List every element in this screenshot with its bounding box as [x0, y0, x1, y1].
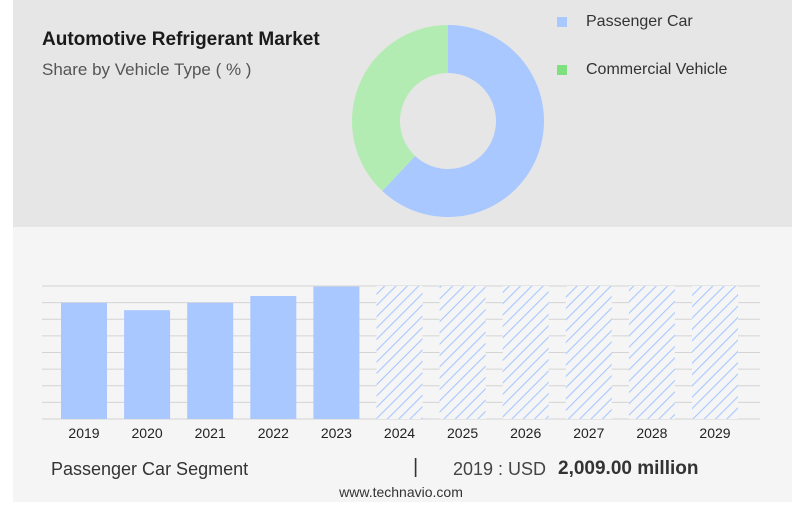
x-tick-label: 2025: [447, 425, 478, 441]
legend-swatch-passenger-car: [557, 17, 567, 27]
x-tick-label: 2020: [132, 425, 163, 441]
forecast-bar-2026: [502, 286, 549, 419]
forecast-bar-2024: [376, 286, 423, 419]
bar-chart: 2019 2020 2021 2022 2023 2024 2025 2026 2027 2028…: [42, 285, 760, 441]
forecast-bar-2029: [692, 286, 738, 419]
x-tick-label: 2026: [510, 425, 541, 441]
x-tick-label: 2028: [636, 425, 667, 441]
x-tick-label: 2019: [68, 425, 99, 441]
legend-item-passenger-car: Passenger Car: [557, 13, 693, 31]
donut-chart: [352, 25, 544, 218]
segment-label: Passenger Car Segment: [51, 459, 249, 479]
footer-value: 2,009.00 million: [558, 458, 699, 479]
donut-slice-passenger-car: [382, 25, 544, 218]
donut-slice-commercial-vehicle: [352, 25, 448, 191]
legend-item-commercial-vehicle: Commercial Vehicle: [557, 61, 727, 79]
forecast-bar-2028: [628, 286, 675, 419]
footer-separator: |: [413, 456, 419, 478]
x-tick-label: 2022: [258, 425, 289, 441]
bar-2023: [313, 286, 360, 419]
legend-label-passenger-car: Passenger Car: [586, 13, 693, 30]
source-link[interactable]: www.technavio.com: [339, 484, 463, 500]
forecast-bar-2027: [565, 286, 612, 419]
x-tick-label: 2024: [384, 425, 415, 441]
legend-swatch-commercial-vehicle: [557, 65, 567, 75]
segment-panel: 2019 2020 2021 2022 2023 2024 2025 2026 2027 2028…: [13, 227, 792, 502]
x-tick-label: 2027: [573, 425, 604, 441]
chart-title: Automotive Refrigerant Market: [42, 29, 320, 50]
x-tick-label: 2029: [699, 425, 730, 441]
x-tick-label: 2021: [195, 425, 226, 441]
legend-label-commercial-vehicle: Commercial Vehicle: [586, 61, 728, 78]
bar-2020: [124, 310, 171, 419]
bar-2019: [61, 302, 107, 419]
chart-subtitle: Share by Vehicle Type ( % ): [42, 60, 252, 79]
x-tick-label: 2023: [321, 425, 352, 441]
bar-2021: [187, 302, 234, 419]
bar-2022: [250, 296, 297, 419]
footer-year-label: 2019 : USD: [453, 459, 547, 479]
forecast-bar-2025: [439, 286, 486, 419]
